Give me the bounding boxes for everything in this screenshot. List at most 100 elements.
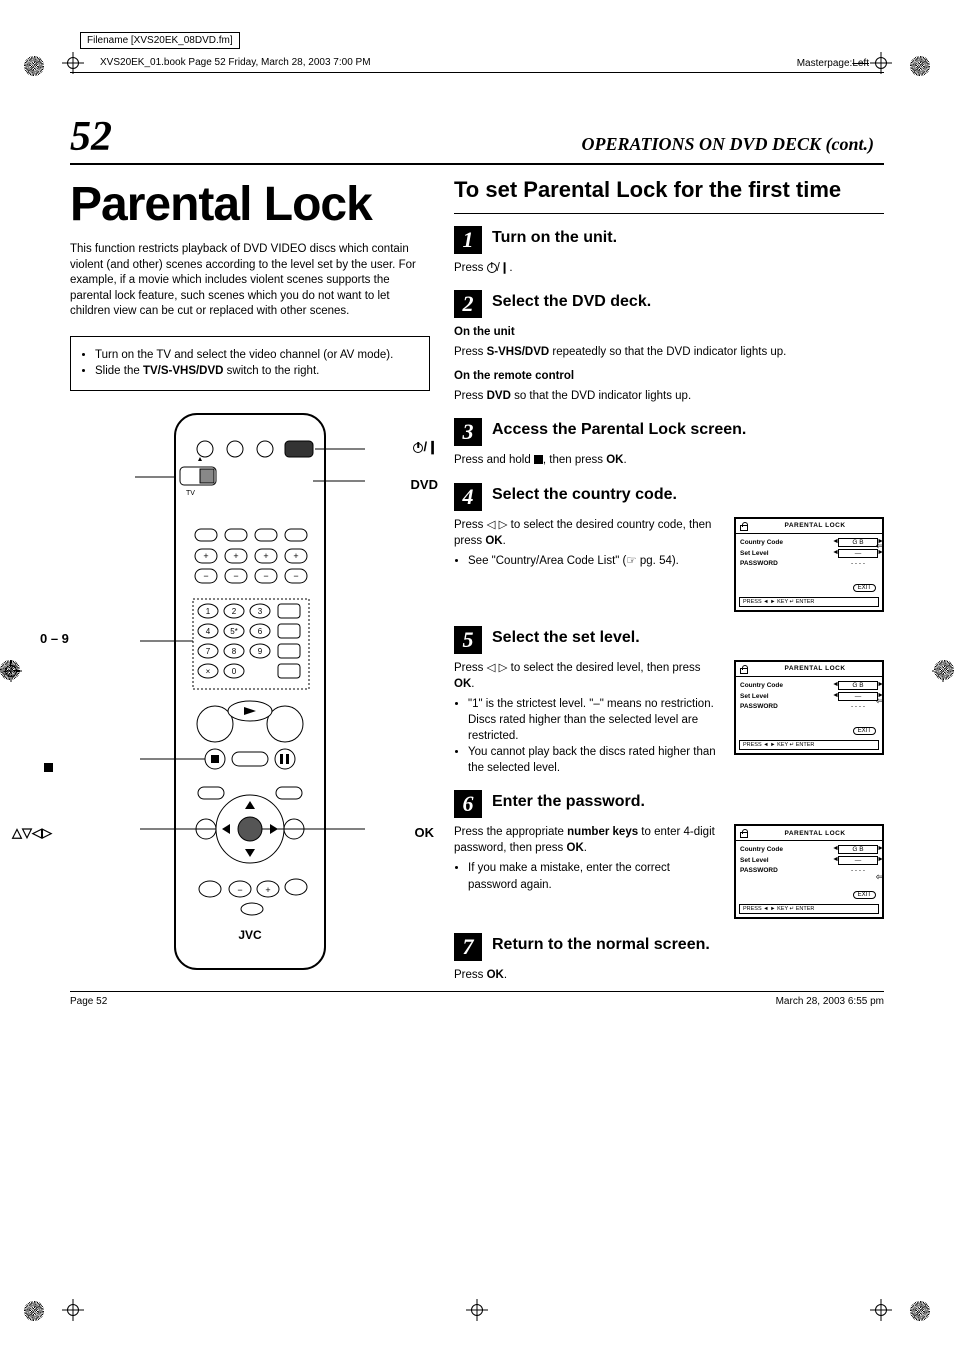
pointer-icon: ⇦ <box>876 541 884 552</box>
svg-text:4: 4 <box>206 627 211 636</box>
lock-icon <box>740 832 748 838</box>
step-number: 5 <box>454 626 482 654</box>
step-title: Select the set level. <box>492 629 640 647</box>
section-heading: OPERATIONS ON DVD DECK (cont.) <box>581 134 874 155</box>
book-page-line: XVS20EK_01.book Page 52 Friday, March 28… <box>100 57 884 68</box>
step-2: 2 Select the DVD deck. On the unit Press… <box>454 290 884 404</box>
step-1: 1 Turn on the unit. Press /❙. <box>454 226 884 276</box>
osd-hint: PRESS ◄ ► KEY ↵ ENTER <box>739 904 879 914</box>
step-title: Access the Parental Lock screen. <box>492 421 746 439</box>
footer-page: Page 52 <box>70 996 107 1007</box>
svg-text:+: + <box>293 551 298 561</box>
preparation-box: Turn on the TV and select the video chan… <box>70 336 430 391</box>
prep-item: Turn on the TV and select the video chan… <box>95 347 419 364</box>
step-bullet: "1" is the strictest level. "–" means no… <box>468 696 722 744</box>
reg-cross-br <box>870 1299 892 1321</box>
step-title: Select the country code. <box>492 486 677 504</box>
footer-date: March 28, 2003 6:55 pm <box>776 996 884 1007</box>
step-number: 2 <box>454 290 482 318</box>
svg-text:−: − <box>237 885 242 895</box>
osd-screen-6: PARENTAL LOCK Country CodeG B Set Level—… <box>734 824 884 919</box>
svg-text:+: + <box>233 551 238 561</box>
osd-exit: EXIT <box>853 727 876 735</box>
callout-ok: OK <box>415 825 435 840</box>
step-body-text: Press ◁ ▷ to select the desired country … <box>454 517 722 549</box>
step-3: 3 Access the Parental Lock screen. Press… <box>454 418 884 468</box>
pointer-icon: ⇦ <box>876 872 884 883</box>
callout-arrows: △▽◁▷ <box>12 825 52 841</box>
step-body-text: Press ◁ ▷ to select the desired level, t… <box>454 660 722 692</box>
callout-stop <box>44 759 53 774</box>
step-number: 6 <box>454 790 482 818</box>
osd-hint: PRESS ◄ ► KEY ↵ ENTER <box>739 740 879 750</box>
page-number: 52 <box>70 113 112 161</box>
prep-item: Slide the TV/S-VHS/DVD switch to the rig… <box>95 363 419 380</box>
svg-text:9: 9 <box>258 647 263 656</box>
step-number: 4 <box>454 483 482 511</box>
right-rule <box>454 213 884 214</box>
svg-text:1: 1 <box>206 607 211 616</box>
right-heading: To set Parental Lock for the first time <box>454 177 884 203</box>
lock-icon <box>740 525 748 531</box>
svg-text:8: 8 <box>232 647 237 656</box>
svg-text:5*: 5* <box>230 627 238 636</box>
step-body-text: Press /❙. <box>454 260 884 276</box>
step-4: 4 Select the country code. Press ◁ ▷ to … <box>454 483 884 612</box>
callout-dvd: DVD <box>411 477 438 492</box>
osd-exit: EXIT <box>853 584 876 592</box>
step-5: 5 Select the set level. Press ◁ ▷ to sel… <box>454 626 884 777</box>
step-title: Turn on the unit. <box>492 229 617 247</box>
step-body-text: Press DVD so that the DVD indicator ligh… <box>454 388 884 404</box>
step-6: 6 Enter the password. Press the appropri… <box>454 790 884 919</box>
osd-hint: PRESS ◄ ► KEY ↵ ENTER <box>739 597 879 607</box>
page-footer: Page 52 March 28, 2003 6:55 pm <box>70 991 884 1007</box>
step-7: 7 Return to the normal screen. Press OK. <box>454 933 884 983</box>
step-number: 1 <box>454 226 482 254</box>
svg-text:−: − <box>233 571 238 581</box>
reg-cross-bc <box>466 1299 488 1321</box>
svg-text:−: − <box>293 571 298 581</box>
svg-text:7: 7 <box>206 647 211 656</box>
reg-mark-bl <box>24 1301 44 1321</box>
svg-text:0: 0 <box>232 667 237 676</box>
step-title: Return to the normal screen. <box>492 936 710 954</box>
remote-svg: TV + + + + − − − <box>120 409 380 979</box>
masterpage-label: Masterpage:Left <box>797 58 869 69</box>
step-bullet: You cannot play back the discs rated hig… <box>468 744 722 776</box>
callout-digits: 0 – 9 <box>40 631 69 646</box>
step-number: 3 <box>454 418 482 446</box>
step-body-text: Press OK. <box>454 967 884 983</box>
remote-illustration: /❙ DVD 0 – 9 △▽◁▷ OK TV <box>70 409 430 984</box>
svg-text:+: + <box>203 551 208 561</box>
callout-power: /❙ <box>413 439 438 455</box>
svg-text:+: + <box>265 885 270 895</box>
reg-mark-br <box>910 1301 930 1321</box>
step-bullet: See "Country/Area Code List" (☞ pg. 54). <box>468 553 722 569</box>
svg-text:TV: TV <box>186 490 195 497</box>
svg-text:2: 2 <box>232 607 237 616</box>
reg-cross-bl <box>62 1299 84 1321</box>
svg-text:3: 3 <box>258 607 263 616</box>
step-body-text: Press and hold , then press OK. <box>454 452 884 468</box>
step-subhead: On the remote control <box>454 368 884 384</box>
step-subhead: On the unit <box>454 324 884 340</box>
step-body-text: Press S-VHS/DVD repeatedly so that the D… <box>454 344 884 360</box>
svg-text:6: 6 <box>258 627 263 636</box>
lock-icon <box>740 668 748 674</box>
intro-text: This function restricts playback of DVD … <box>70 242 430 320</box>
svg-text:−: − <box>203 571 208 581</box>
osd-screen-4: PARENTAL LOCK Country CodeG B Set Level—… <box>734 517 884 612</box>
osd-screen-5: PARENTAL LOCK Country CodeG B Set Level—… <box>734 660 884 755</box>
osd-exit: EXIT <box>853 891 876 899</box>
svg-text:+: + <box>263 551 268 561</box>
page-title: Parental Lock <box>70 177 430 232</box>
svg-text:−: − <box>263 571 268 581</box>
svg-text:JVC: JVC <box>238 928 262 942</box>
step-body-text: Press the appropriate number keys to ent… <box>454 824 722 856</box>
filename-box: Filename [XVS20EK_08DVD.fm] <box>80 32 240 49</box>
step-title: Select the DVD deck. <box>492 293 651 311</box>
step-title: Enter the password. <box>492 793 645 811</box>
svg-text:×: × <box>206 667 211 676</box>
step-number: 7 <box>454 933 482 961</box>
section-rule <box>70 163 884 165</box>
